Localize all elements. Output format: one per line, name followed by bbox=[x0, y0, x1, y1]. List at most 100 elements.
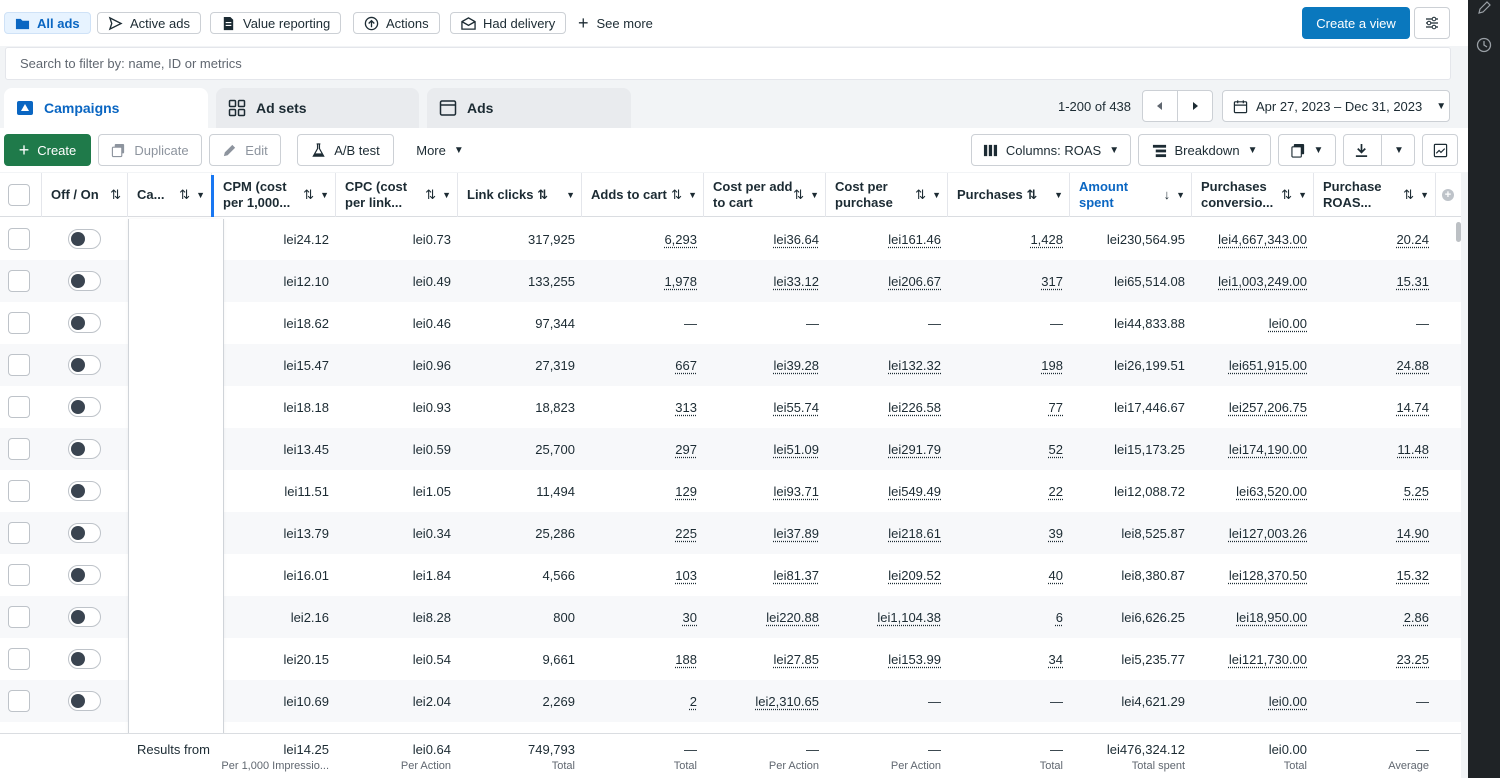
cell-purchase-roas[interactable]: 24.88 bbox=[1314, 344, 1436, 386]
header-amount-spent[interactable]: Amount spent ↓ ▼ bbox=[1070, 173, 1192, 217]
delivery-toggle[interactable] bbox=[68, 271, 101, 291]
cell-purchase-roas[interactable]: 14.90 bbox=[1314, 512, 1436, 554]
cell-purchases-conversion[interactable]: lei174,190.00 bbox=[1192, 428, 1314, 470]
row-checkbox[interactable] bbox=[8, 522, 30, 544]
filter-active-ads[interactable]: Active ads bbox=[97, 12, 201, 34]
cell-cost-per-add-to-cart[interactable]: lei2,310.65 bbox=[704, 680, 826, 722]
header-purchase-roas[interactable]: Purchase ROAS... ⇅ ▼ bbox=[1314, 173, 1436, 217]
cell-cost-per-purchase[interactable]: lei153.99 bbox=[826, 638, 948, 680]
table-row[interactable]: lei12.10 lei0.49 133,255 1,978 lei33.12 lei20… bbox=[0, 260, 1461, 302]
cell-cost-per-add-to-cart[interactable]: — bbox=[704, 302, 826, 344]
create-button[interactable]: + Create bbox=[4, 134, 91, 166]
cell-purchases-conversion[interactable]: lei4,667,343.00 bbox=[1192, 218, 1314, 260]
cell-cost-per-add-to-cart[interactable]: lei33.12 bbox=[704, 260, 826, 302]
delivery-toggle[interactable] bbox=[68, 355, 101, 375]
cell-adds-to-cart[interactable]: 667 bbox=[582, 344, 704, 386]
cell-purchases-conversion[interactable]: lei18,950.00 bbox=[1192, 596, 1314, 638]
header-link-clicks[interactable]: Link clicks ⇅ ▼ bbox=[458, 173, 582, 217]
delivery-toggle[interactable] bbox=[68, 229, 101, 249]
delivery-toggle[interactable] bbox=[68, 313, 101, 333]
row-checkbox[interactable] bbox=[8, 354, 30, 376]
cell-cost-per-purchase[interactable]: lei291.79 bbox=[826, 428, 948, 470]
tab-ads[interactable]: Ads bbox=[427, 88, 631, 128]
cell-adds-to-cart[interactable]: 297 bbox=[582, 428, 704, 470]
cell-purchase-roas[interactable]: 14.74 bbox=[1314, 386, 1436, 428]
cell-purchases-conversion[interactable]: lei0.00 bbox=[1192, 680, 1314, 722]
filter-actions[interactable]: Actions bbox=[353, 12, 440, 34]
cell-purchases[interactable]: 22 bbox=[948, 470, 1070, 512]
cell-cost-per-purchase[interactable]: lei161.46 bbox=[826, 218, 948, 260]
cell-purchase-roas[interactable]: — bbox=[1314, 680, 1436, 722]
header-cpm[interactable]: CPM (cost per 1,000... ⇅ ▼ bbox=[214, 173, 336, 217]
table-row[interactable]: lei2.16 lei8.28 800 30 lei220.88 lei1,104.38 6… bbox=[0, 596, 1461, 638]
reports-button[interactable]: ▼ bbox=[1278, 134, 1336, 166]
cell-purchase-roas[interactable]: — bbox=[1314, 302, 1436, 344]
cell-purchases[interactable]: 1,428 bbox=[948, 218, 1070, 260]
header-purchases[interactable]: Purchases ⇅ ▼ bbox=[948, 173, 1070, 217]
table-row[interactable]: lei15.47 lei0.96 27,319 667 lei39.28 lei132.3… bbox=[0, 344, 1461, 386]
row-checkbox[interactable] bbox=[8, 648, 30, 670]
table-row[interactable]: lei10.69 lei2.04 2,269 2 lei2,310.65 — — lei4,6… bbox=[0, 680, 1461, 722]
table-row[interactable]: lei24.12 lei0.73 317,925 6,293 lei36.64 lei16… bbox=[0, 218, 1461, 260]
cell-cost-per-purchase[interactable]: — bbox=[826, 302, 948, 344]
cell-cost-per-purchase[interactable]: lei549.49 bbox=[826, 470, 948, 512]
filter-all-ads[interactable]: All ads bbox=[4, 12, 91, 34]
cell-cost-per-add-to-cart[interactable]: lei37.89 bbox=[704, 512, 826, 554]
cell-cost-per-purchase[interactable]: — bbox=[826, 680, 948, 722]
table-row[interactable]: lei13.79 lei0.34 25,286 225 lei37.89 lei218.6… bbox=[0, 512, 1461, 554]
column-resize-indicator[interactable] bbox=[211, 175, 214, 217]
chart-view-button[interactable] bbox=[1422, 134, 1458, 166]
cell-adds-to-cart[interactable]: 225 bbox=[582, 512, 704, 554]
cell-purchase-roas[interactable]: 20.24 bbox=[1314, 218, 1436, 260]
cell-purchase-roas[interactable]: 15.31 bbox=[1314, 260, 1436, 302]
columns-button[interactable]: Columns: ROAS ▼ bbox=[971, 134, 1131, 166]
cell-purchases[interactable]: — bbox=[948, 302, 1070, 344]
see-more-button[interactable]: + See more bbox=[578, 12, 653, 34]
cell-cost-per-purchase[interactable]: lei206.67 bbox=[826, 260, 948, 302]
delivery-toggle[interactable] bbox=[68, 607, 101, 627]
cell-cost-per-add-to-cart[interactable]: lei93.71 bbox=[704, 470, 826, 512]
more-button[interactable]: More ▼ bbox=[404, 134, 476, 166]
cell-cost-per-purchase[interactable]: lei132.32 bbox=[826, 344, 948, 386]
add-column-button[interactable]: + bbox=[1436, 173, 1461, 217]
delivery-toggle[interactable] bbox=[68, 439, 101, 459]
cell-purchases-conversion[interactable]: lei63,520.00 bbox=[1192, 470, 1314, 512]
cell-adds-to-cart[interactable]: 129 bbox=[582, 470, 704, 512]
table-row[interactable]: lei16.01 lei1.84 4,566 103 lei81.37 lei209.52… bbox=[0, 554, 1461, 596]
delivery-toggle[interactable] bbox=[68, 397, 101, 417]
cell-purchases[interactable]: 77 bbox=[948, 386, 1070, 428]
cell-cost-per-add-to-cart[interactable]: lei55.74 bbox=[704, 386, 826, 428]
delivery-toggle[interactable] bbox=[68, 649, 101, 669]
cell-purchase-roas[interactable]: 11.48 bbox=[1314, 428, 1436, 470]
header-adds-to-cart[interactable]: Adds to cart ⇅ ▼ bbox=[582, 173, 704, 217]
cell-cost-per-purchase[interactable]: lei218.61 bbox=[826, 512, 948, 554]
cell-adds-to-cart[interactable]: 2 bbox=[582, 680, 704, 722]
clock-icon[interactable] bbox=[1476, 37, 1492, 53]
cell-purchases[interactable]: 6 bbox=[948, 596, 1070, 638]
cell-adds-to-cart[interactable]: 1,978 bbox=[582, 260, 704, 302]
create-view-button[interactable]: Create a view bbox=[1302, 7, 1410, 39]
cell-purchases[interactable]: 317 bbox=[948, 260, 1070, 302]
row-checkbox[interactable] bbox=[8, 690, 30, 712]
cell-purchases-conversion[interactable]: lei0.00 bbox=[1192, 302, 1314, 344]
row-checkbox[interactable] bbox=[8, 312, 30, 334]
delivery-toggle[interactable] bbox=[68, 691, 101, 711]
header-campaign-name[interactable]: Ca... ⇅ ▼ bbox=[128, 173, 212, 217]
row-checkbox[interactable] bbox=[8, 606, 30, 628]
tab-ad-sets[interactable]: Ad sets bbox=[216, 88, 419, 128]
cell-cost-per-purchase[interactable]: lei1,104.38 bbox=[826, 596, 948, 638]
cell-purchase-roas[interactable]: 15.32 bbox=[1314, 554, 1436, 596]
view-settings-button[interactable] bbox=[1414, 7, 1450, 39]
cell-purchases-conversion[interactable]: lei127,003.26 bbox=[1192, 512, 1314, 554]
header-off-on[interactable]: Off / On ⇅ bbox=[42, 173, 128, 217]
cell-adds-to-cart[interactable]: 313 bbox=[582, 386, 704, 428]
delivery-toggle[interactable] bbox=[68, 481, 101, 501]
date-range-picker[interactable]: Apr 27, 2023 – Dec 31, 2023 ▼ bbox=[1222, 90, 1450, 122]
row-checkbox[interactable] bbox=[8, 564, 30, 586]
tab-campaigns[interactable]: Campaigns bbox=[4, 88, 208, 128]
row-checkbox[interactable] bbox=[8, 270, 30, 292]
filter-had-delivery[interactable]: Had delivery bbox=[450, 12, 567, 34]
cell-adds-to-cart[interactable]: — bbox=[582, 302, 704, 344]
table-row[interactable]: lei13.45 lei0.59 25,700 297 lei51.09 lei291.7… bbox=[0, 428, 1461, 470]
header-purchases-conversion[interactable]: Purchases conversio... ⇅ ▼ bbox=[1192, 173, 1314, 217]
